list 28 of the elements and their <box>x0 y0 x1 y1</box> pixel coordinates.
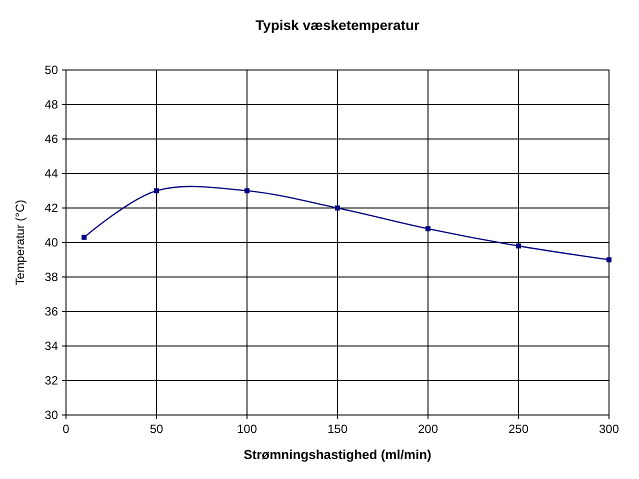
point <box>154 188 159 194</box>
x-tick-label: 100 <box>236 422 258 436</box>
y-tick-label: 34 <box>44 339 58 353</box>
point <box>516 243 521 248</box>
point <box>244 188 250 194</box>
y-tick-label: 40 <box>44 236 58 250</box>
x-axis-title: Strømningshastighed (ml/min) <box>244 447 432 462</box>
y-tick-label: 48 <box>44 98 58 112</box>
y-tick-label: 32 <box>44 374 58 388</box>
x-tick-label: 250 <box>508 422 529 436</box>
x-tick-label: 150 <box>327 422 348 436</box>
point <box>606 257 612 262</box>
y-tick-label: 50 <box>44 63 58 77</box>
y-tick-label: 46 <box>44 132 58 146</box>
y-tick-label: 44 <box>44 166 58 180</box>
x-tick-label: 200 <box>418 422 438 436</box>
y-tick-label: 38 <box>44 270 58 284</box>
point <box>426 226 430 232</box>
x-tick-label: 50 <box>150 422 164 436</box>
point <box>335 206 340 210</box>
y-tick-label: 36 <box>44 304 58 318</box>
y-tick-label: 42 <box>44 201 58 215</box>
x-tick-label: 0 <box>62 422 70 436</box>
x-tick-label: 300 <box>598 422 620 436</box>
chart-title: Typisk væsketemperatur <box>256 17 420 33</box>
y-axis-title: Temperatur (°C) <box>13 200 27 286</box>
point <box>82 234 87 240</box>
y-tick-label: 30 <box>44 408 58 422</box>
